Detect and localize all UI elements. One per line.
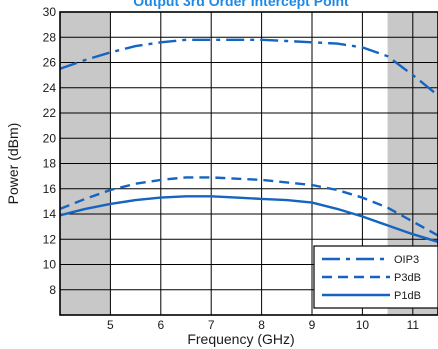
x-tick-label-5: 5	[107, 318, 114, 332]
x-tick-label-10: 10	[356, 318, 370, 332]
x-axis-title: Frequency (GHz)	[187, 331, 294, 347]
x-tick-label-11: 11	[407, 318, 420, 332]
y-tick-label-30: 30	[43, 5, 57, 19]
y-tick-label-10: 10	[43, 258, 57, 272]
chart-title: Output 3rd Order Intercept Point	[133, 0, 349, 9]
x-tick-label-9: 9	[309, 318, 316, 332]
x-tick-label-7: 7	[208, 318, 215, 332]
y-tick-label-12: 12	[43, 232, 57, 246]
x-tick-label-6: 6	[157, 318, 164, 332]
series-line-p1db	[59, 195, 438, 243]
y-tick-label-18: 18	[43, 157, 57, 171]
y-axis-title: Power (dBm)	[5, 123, 21, 205]
plot-frame	[59, 11, 438, 316]
y-tick-label-22: 22	[43, 106, 57, 120]
x-tick-label-8: 8	[258, 318, 265, 332]
legend-label-p1db: P1dB	[394, 290, 421, 302]
series-line-p3db	[59, 176, 438, 237]
legend-label-p3db: P3dB	[394, 272, 421, 284]
series-lines	[59, 38, 438, 243]
y-tick-label-26: 26	[43, 56, 57, 70]
y-tick-label-24: 24	[43, 81, 57, 95]
y-tick-label-14: 14	[43, 207, 57, 221]
y-tick-label-8: 8	[49, 283, 56, 297]
legend: OIP3 P3dB P1dB	[313, 245, 438, 309]
series-line-oip3	[59, 38, 438, 97]
y-tick-label-20: 20	[43, 131, 57, 145]
y-tick-label-28: 28	[43, 30, 57, 44]
tick-labels: 5 6 7 8 9 10 11 8 10 12 14 16 18 20 22 24 26 28 30	[43, 5, 420, 332]
y-tick-label-16: 16	[43, 182, 57, 196]
legend-label-oip3: OIP3	[394, 254, 419, 266]
